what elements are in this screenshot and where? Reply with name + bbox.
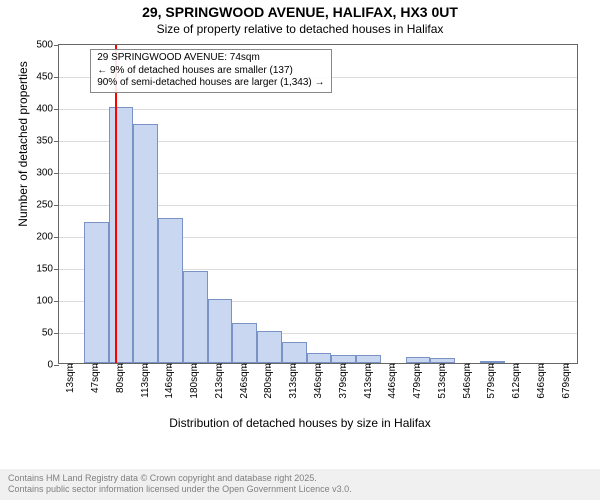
x-tick-label: 80sqm (115, 363, 126, 397)
histogram-bar (282, 342, 307, 363)
histogram-bar (257, 331, 282, 363)
x-tick-label: 646sqm (536, 363, 547, 403)
x-tick-label: 546sqm (462, 363, 473, 403)
footer-attribution: Contains HM Land Registry data © Crown c… (0, 469, 600, 500)
footer-line: Contains public sector information licen… (8, 484, 592, 496)
chart-subtitle: Size of property relative to detached ho… (0, 22, 600, 36)
histogram-bar (356, 355, 381, 363)
x-tick-label: 612sqm (511, 363, 522, 403)
x-tick-label: 13sqm (65, 363, 76, 397)
x-tick-label: 313sqm (288, 363, 299, 403)
x-tick-label: 513sqm (437, 363, 448, 403)
property-marker-line (115, 45, 117, 363)
x-tick-label: 579sqm (486, 363, 497, 403)
x-tick-label: 47sqm (90, 363, 101, 397)
y-tick-label: 0 (47, 360, 59, 371)
x-tick-label: 679sqm (561, 363, 572, 403)
y-tick-label: 200 (36, 232, 59, 243)
chart-title: 29, SPRINGWOOD AVENUE, HALIFAX, HX3 0UT (0, 4, 600, 20)
annotation-box: 29 SPRINGWOOD AVENUE: 74sqm← 9% of detac… (90, 49, 331, 93)
y-tick-label: 500 (36, 40, 59, 51)
histogram-bar (331, 355, 356, 363)
y-tick-label: 50 (42, 328, 59, 339)
x-tick-label: 246sqm (239, 363, 250, 403)
x-tick-label: 146sqm (164, 363, 175, 403)
y-tick-label: 450 (36, 72, 59, 83)
x-tick-label: 113sqm (140, 363, 151, 402)
x-tick-label: 413sqm (363, 363, 374, 403)
x-tick-label: 180sqm (189, 363, 200, 403)
annotation-line: ← 9% of detached houses are smaller (137… (97, 65, 324, 78)
x-tick-label: 479sqm (412, 363, 423, 403)
footer-line: Contains HM Land Registry data © Crown c… (8, 473, 592, 485)
x-axis-label: Distribution of detached houses by size … (0, 416, 600, 430)
y-tick-label: 100 (36, 296, 59, 307)
x-tick-label: 213sqm (214, 363, 225, 403)
histogram-bar (109, 107, 134, 363)
histogram-bar (133, 124, 158, 363)
plot-area: 05010015020025030035040045050013sqm47sqm… (58, 44, 578, 364)
grid-line (59, 109, 577, 110)
y-axis-label: Number of detached properties (16, 0, 30, 304)
y-tick-label: 400 (36, 104, 59, 115)
y-tick-label: 350 (36, 136, 59, 147)
histogram-bar (208, 299, 233, 363)
annotation-line: 29 SPRINGWOOD AVENUE: 74sqm (97, 52, 324, 65)
x-tick-label: 379sqm (338, 363, 349, 403)
x-tick-label: 346sqm (313, 363, 324, 403)
x-tick-label: 280sqm (263, 363, 274, 403)
annotation-line: 90% of semi-detached houses are larger (… (97, 77, 324, 90)
y-tick-label: 150 (36, 264, 59, 275)
histogram-bar (183, 271, 208, 363)
histogram-bar (307, 353, 332, 363)
y-tick-label: 300 (36, 168, 59, 179)
histogram-bar (232, 323, 257, 363)
histogram-bar (158, 218, 183, 363)
histogram-bar (84, 222, 109, 363)
x-tick-label: 446sqm (387, 363, 398, 403)
y-tick-label: 250 (36, 200, 59, 211)
